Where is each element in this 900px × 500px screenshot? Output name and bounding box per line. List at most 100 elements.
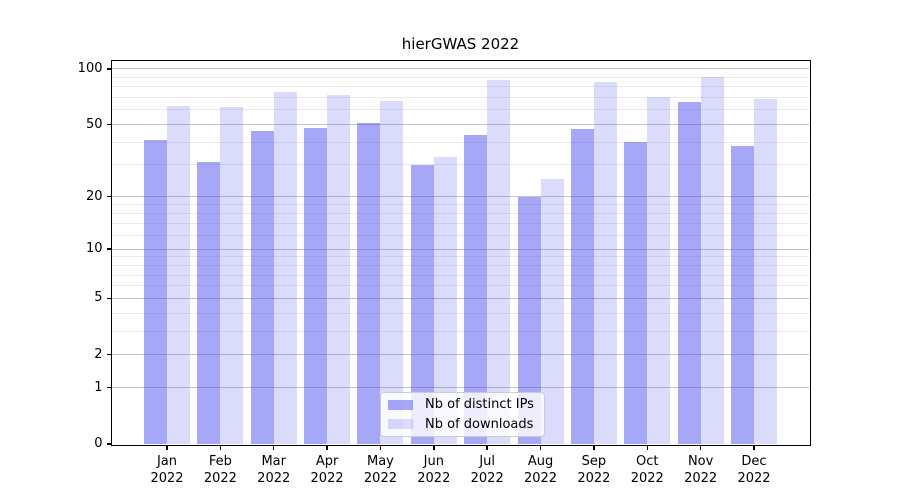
bar-distinct-ips-oct: [624, 142, 648, 444]
bar-distinct-ips-feb: [197, 162, 221, 444]
legend-row-downloads: Nb of downloads: [388, 417, 544, 432]
x-tick-mark: [539, 445, 542, 450]
x-tick-label: Oct 2022: [617, 453, 677, 487]
minor-gridline: [112, 213, 809, 215]
x-tick-month: Dec: [741, 454, 767, 469]
x-tick-month: Mar: [261, 454, 286, 469]
x-tick-label: Mar 2022: [244, 453, 304, 487]
minor-gridline: [112, 285, 809, 287]
bar-distinct-ips-sep: [570, 129, 594, 444]
minor-gridline: [112, 76, 809, 78]
minor-gridline: [112, 312, 809, 314]
x-tick-label: Jan 2022: [137, 453, 197, 487]
y-tick-label: 5: [94, 290, 103, 306]
major-gridline: [112, 248, 809, 250]
x-tick-year: 2022: [630, 471, 664, 486]
bar-downloads-jul: [487, 80, 511, 444]
x-tick-year: 2022: [417, 471, 451, 486]
bar-distinct-ips-may: [357, 122, 381, 444]
major-gridline: [112, 387, 809, 389]
minor-gridline: [112, 330, 809, 332]
x-tick-mark: [753, 445, 755, 450]
minor-gridline: [112, 164, 809, 166]
x-tick-mark: [379, 445, 382, 450]
x-tick-year: 2022: [684, 471, 718, 486]
bar-distinct-ips-nov: [677, 102, 701, 444]
minor-gridline: [112, 86, 809, 88]
x-tick-mark: [699, 445, 702, 450]
x-tick-label: May 2022: [350, 453, 410, 487]
x-tick-month: May: [367, 454, 394, 469]
minor-gridline: [112, 256, 809, 258]
legend-swatch-downloads: [388, 419, 413, 430]
major-gridline: [112, 196, 809, 198]
plot-area: Nb of distinct IPs Nb of downloads: [110, 59, 811, 446]
minor-gridline: [112, 235, 809, 237]
y-tick-label: 20: [85, 188, 103, 204]
bar-distinct-ips-jun: [410, 164, 434, 444]
x-tick-month: Sep: [581, 454, 607, 469]
x-tick-month: Aug: [527, 454, 554, 469]
x-tick-month: Oct: [636, 454, 659, 469]
x-tick-month: Feb: [208, 454, 232, 469]
y-tick-mark: [106, 386, 111, 389]
x-tick-label: Aug 2022: [511, 453, 571, 487]
y-tick-mark: [106, 443, 111, 445]
x-tick-month: Jul: [479, 454, 496, 469]
chart-title: hierGWAS 2022: [401, 35, 520, 53]
bar-distinct-ips-dec: [731, 146, 754, 444]
bar-downloads-jan: [167, 106, 190, 444]
x-tick-year: 2022: [257, 471, 291, 486]
bar-downloads-nov: [700, 76, 724, 444]
legend-row-distinct-ips: Nb of distinct IPs: [388, 397, 544, 412]
y-tick-mark: [106, 353, 111, 356]
x-tick-year: 2022: [523, 471, 558, 486]
bar-distinct-ips-aug: [517, 196, 541, 444]
x-tick-mark: [219, 445, 222, 450]
major-gridline: [112, 297, 809, 299]
x-tick-mark: [166, 445, 168, 450]
minor-gridline: [112, 97, 809, 99]
x-tick-mark: [433, 445, 435, 450]
bar-downloads-jun: [433, 157, 457, 444]
bar-downloads-apr: [327, 95, 351, 444]
x-tick-label: Jul 2022: [457, 453, 517, 487]
x-tick-mark: [646, 445, 649, 450]
x-tick-year: 2022: [737, 471, 771, 486]
bar-downloads-oct: [647, 96, 671, 444]
bar-distinct-ips-apr: [304, 127, 328, 444]
bar-downloads-sep: [593, 82, 617, 444]
minor-gridline: [112, 141, 809, 143]
bar-downloads-may: [380, 101, 404, 444]
bar-downloads-mar: [273, 92, 297, 444]
y-tick-label: 10: [85, 241, 103, 257]
x-tick-month: Jan: [156, 454, 178, 469]
x-tick-year: 2022: [577, 471, 611, 486]
y-tick-mark: [106, 248, 111, 250]
y-tick-mark: [106, 123, 111, 126]
y-tick-label: 0: [94, 436, 103, 451]
legend: Nb of distinct IPs Nb of downloads: [380, 392, 545, 437]
major-gridline: [112, 354, 809, 356]
y-tick-label: 50: [85, 116, 103, 132]
legend-swatch-distinct-ips: [388, 399, 413, 410]
x-tick-label: Jun 2022: [404, 453, 464, 487]
y-tick-label: 1: [94, 379, 103, 395]
minor-gridline: [112, 109, 809, 111]
y-tick-mark: [106, 68, 111, 70]
legend-label-downloads: Nb of downloads: [425, 416, 534, 432]
x-tick-label: Apr 2022: [297, 453, 357, 487]
x-tick-mark: [593, 445, 595, 450]
bar-distinct-ips-jul: [464, 134, 488, 444]
x-tick-mark: [272, 445, 275, 450]
x-tick-year: 2022: [150, 471, 184, 486]
x-tick-month: Nov: [687, 454, 714, 469]
minor-gridline: [112, 274, 809, 276]
x-tick-label: Dec 2022: [724, 453, 784, 487]
x-tick-year: 2022: [310, 471, 344, 486]
x-tick-year: 2022: [203, 471, 237, 486]
bar-distinct-ips-mar: [250, 131, 274, 444]
y-tick-label: 100: [77, 60, 103, 76]
x-tick-mark: [486, 445, 488, 450]
